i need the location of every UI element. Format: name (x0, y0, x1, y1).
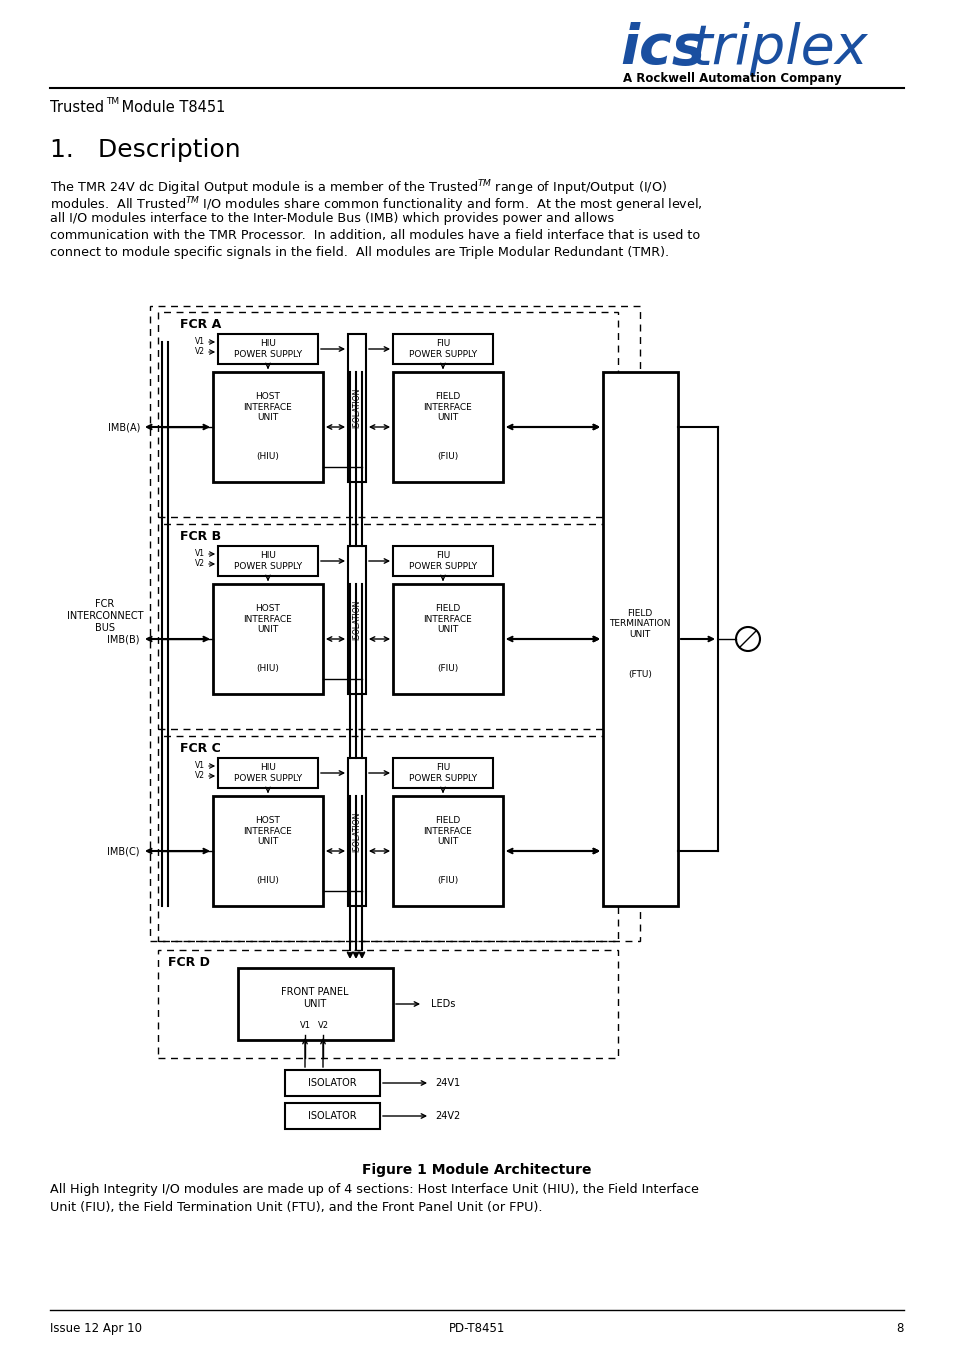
Text: Module T8451: Module T8451 (117, 100, 225, 115)
Bar (218, 546, 317, 576)
Bar (393, 372, 502, 482)
Text: 8: 8 (896, 1323, 903, 1335)
Text: triplex: triplex (689, 22, 866, 76)
Text: V2: V2 (317, 1021, 328, 1029)
Text: V1: V1 (194, 338, 205, 346)
Text: Issue 12 Apr 10: Issue 12 Apr 10 (50, 1323, 142, 1335)
Text: ISOLATION: ISOLATION (352, 600, 361, 640)
Text: The TMR 24V dc Digital Output module is a member of the Trusted$^{TM}$ range of : The TMR 24V dc Digital Output module is … (50, 178, 666, 197)
Text: FIELD
INTERFACE
UNIT: FIELD INTERFACE UNIT (423, 604, 472, 634)
Bar (285, 1070, 379, 1096)
Text: V2: V2 (194, 559, 205, 569)
Text: FIELD
TERMINATION
UNIT: FIELD TERMINATION UNIT (609, 609, 670, 639)
Text: FCR B: FCR B (180, 530, 221, 543)
Text: (FIU): (FIU) (436, 453, 458, 462)
Text: Trusted: Trusted (50, 100, 104, 115)
Text: ISOLATION: ISOLATION (352, 388, 361, 428)
Text: ISOLATOR: ISOLATOR (308, 1078, 355, 1088)
Text: IMB(B): IMB(B) (108, 634, 140, 644)
Bar (393, 796, 502, 907)
Bar (158, 736, 618, 942)
Text: modules.  All Trusted$^{TM}$ I/O modules share common functionality and form.  A: modules. All Trusted$^{TM}$ I/O modules … (50, 195, 702, 215)
Text: V1: V1 (299, 1021, 310, 1029)
Text: FIU
POWER SUPPLY: FIU POWER SUPPLY (409, 763, 476, 782)
Text: FCR
INTERCONNECT
BUS: FCR INTERCONNECT BUS (67, 600, 143, 632)
Bar (602, 372, 678, 907)
Text: FIU
POWER SUPPLY: FIU POWER SUPPLY (409, 339, 476, 359)
Text: ics: ics (619, 22, 704, 76)
Text: 1.   Description: 1. Description (50, 138, 240, 162)
Bar (150, 305, 639, 942)
Bar (348, 758, 366, 907)
Text: HOST
INTERFACE
UNIT: HOST INTERFACE UNIT (243, 816, 292, 846)
Text: (HIU): (HIU) (256, 453, 279, 462)
Bar (393, 584, 502, 694)
Text: FIELD
INTERFACE
UNIT: FIELD INTERFACE UNIT (423, 392, 472, 422)
Bar (213, 372, 323, 482)
Text: (FIU): (FIU) (436, 665, 458, 674)
Bar (158, 950, 618, 1058)
Text: HIU
POWER SUPPLY: HIU POWER SUPPLY (233, 551, 302, 570)
Text: HOST
INTERFACE
UNIT: HOST INTERFACE UNIT (243, 604, 292, 634)
Bar (393, 758, 493, 788)
Text: 24V2: 24V2 (435, 1111, 459, 1121)
Bar (393, 334, 493, 363)
Text: FCR A: FCR A (180, 317, 221, 331)
Text: V1: V1 (194, 762, 205, 770)
Text: (HIU): (HIU) (256, 665, 279, 674)
Text: All High Integrity I/O modules are made up of 4 sections: Host Interface Unit (H: All High Integrity I/O modules are made … (50, 1183, 699, 1215)
Text: communication with the TMR Processor.  In addition, all modules have a field int: communication with the TMR Processor. In… (50, 230, 700, 242)
Text: (FIU): (FIU) (436, 877, 458, 885)
Text: FRONT PANEL
UNIT: FRONT PANEL UNIT (281, 988, 349, 1009)
Bar (285, 1102, 379, 1129)
Text: ISOLATOR: ISOLATOR (308, 1111, 355, 1121)
Bar (218, 334, 317, 363)
Bar (237, 969, 393, 1040)
Text: V2: V2 (194, 347, 205, 357)
Bar (213, 584, 323, 694)
Text: IMB(A): IMB(A) (108, 422, 140, 432)
Text: FIELD
INTERFACE
UNIT: FIELD INTERFACE UNIT (423, 816, 472, 846)
Text: 24V1: 24V1 (435, 1078, 459, 1088)
Text: TM: TM (106, 97, 119, 105)
Text: connect to module specific signals in the field.  All modules are Triple Modular: connect to module specific signals in th… (50, 246, 668, 259)
Bar (158, 524, 618, 730)
Text: HIU
POWER SUPPLY: HIU POWER SUPPLY (233, 339, 302, 359)
Text: (HIU): (HIU) (256, 877, 279, 885)
Text: HOST
INTERFACE
UNIT: HOST INTERFACE UNIT (243, 392, 292, 422)
Bar (213, 796, 323, 907)
Text: V2: V2 (194, 771, 205, 781)
Text: Figure 1 Module Architecture: Figure 1 Module Architecture (362, 1163, 591, 1177)
Text: ISOLATION: ISOLATION (352, 812, 361, 852)
Bar (158, 312, 618, 517)
Bar (218, 758, 317, 788)
Text: all I/O modules interface to the Inter-Module Bus (IMB) which provides power and: all I/O modules interface to the Inter-M… (50, 212, 614, 226)
Text: V1: V1 (194, 550, 205, 558)
Text: A Rockwell Automation Company: A Rockwell Automation Company (622, 72, 841, 85)
Bar (348, 334, 366, 482)
Text: FCR C: FCR C (180, 742, 220, 754)
Text: FCR D: FCR D (168, 955, 210, 969)
Bar (393, 546, 493, 576)
Text: FIU
POWER SUPPLY: FIU POWER SUPPLY (409, 551, 476, 570)
Text: LEDs: LEDs (431, 998, 455, 1009)
Text: (FTU): (FTU) (627, 670, 651, 678)
Text: IMB(C): IMB(C) (108, 846, 140, 857)
Bar (348, 546, 366, 694)
Text: HIU
POWER SUPPLY: HIU POWER SUPPLY (233, 763, 302, 782)
Text: PD-T8451: PD-T8451 (448, 1323, 505, 1335)
